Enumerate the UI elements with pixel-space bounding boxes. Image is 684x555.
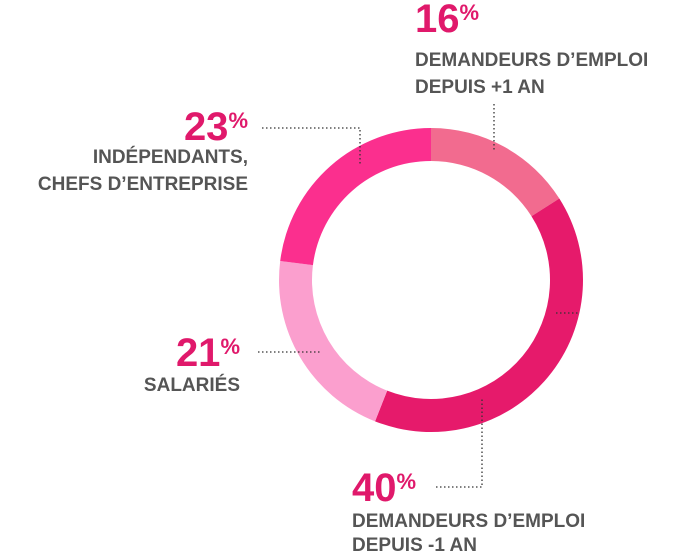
value-unit: %	[228, 108, 248, 133]
category-label: DEPUIS -1 AN	[352, 535, 477, 555]
value-number: 40	[352, 466, 397, 510]
category-label: INDÉPENDANTS,	[93, 146, 248, 168]
donut-segment	[431, 128, 560, 217]
donut-segment	[280, 128, 431, 266]
donut	[279, 128, 583, 432]
category-label: DEMANDEURS D’EMPLOI	[352, 511, 585, 532]
value-number: 16	[415, 0, 460, 41]
category-label: DEPUIS +1 AN	[415, 77, 545, 98]
value-number: 21	[176, 331, 221, 375]
category-label: SALARIÉS	[144, 374, 240, 396]
donut-segment	[375, 198, 583, 432]
category-label: CHEFS D’ENTREPRISE	[38, 174, 248, 195]
value-unit: %	[220, 334, 240, 359]
value-label: 16%	[415, 0, 479, 41]
category-label: DEMANDEURS D’EMPLOI	[415, 50, 648, 71]
value-unit: %	[460, 0, 480, 25]
leader-line	[436, 398, 483, 488]
value-label: 40%	[352, 466, 416, 510]
value-label: 21%	[176, 331, 240, 375]
value-number: 23	[184, 105, 229, 149]
leader-line	[262, 127, 361, 166]
value-label: 23%	[184, 105, 248, 149]
donut-segment	[279, 260, 388, 422]
value-unit: %	[397, 469, 417, 494]
